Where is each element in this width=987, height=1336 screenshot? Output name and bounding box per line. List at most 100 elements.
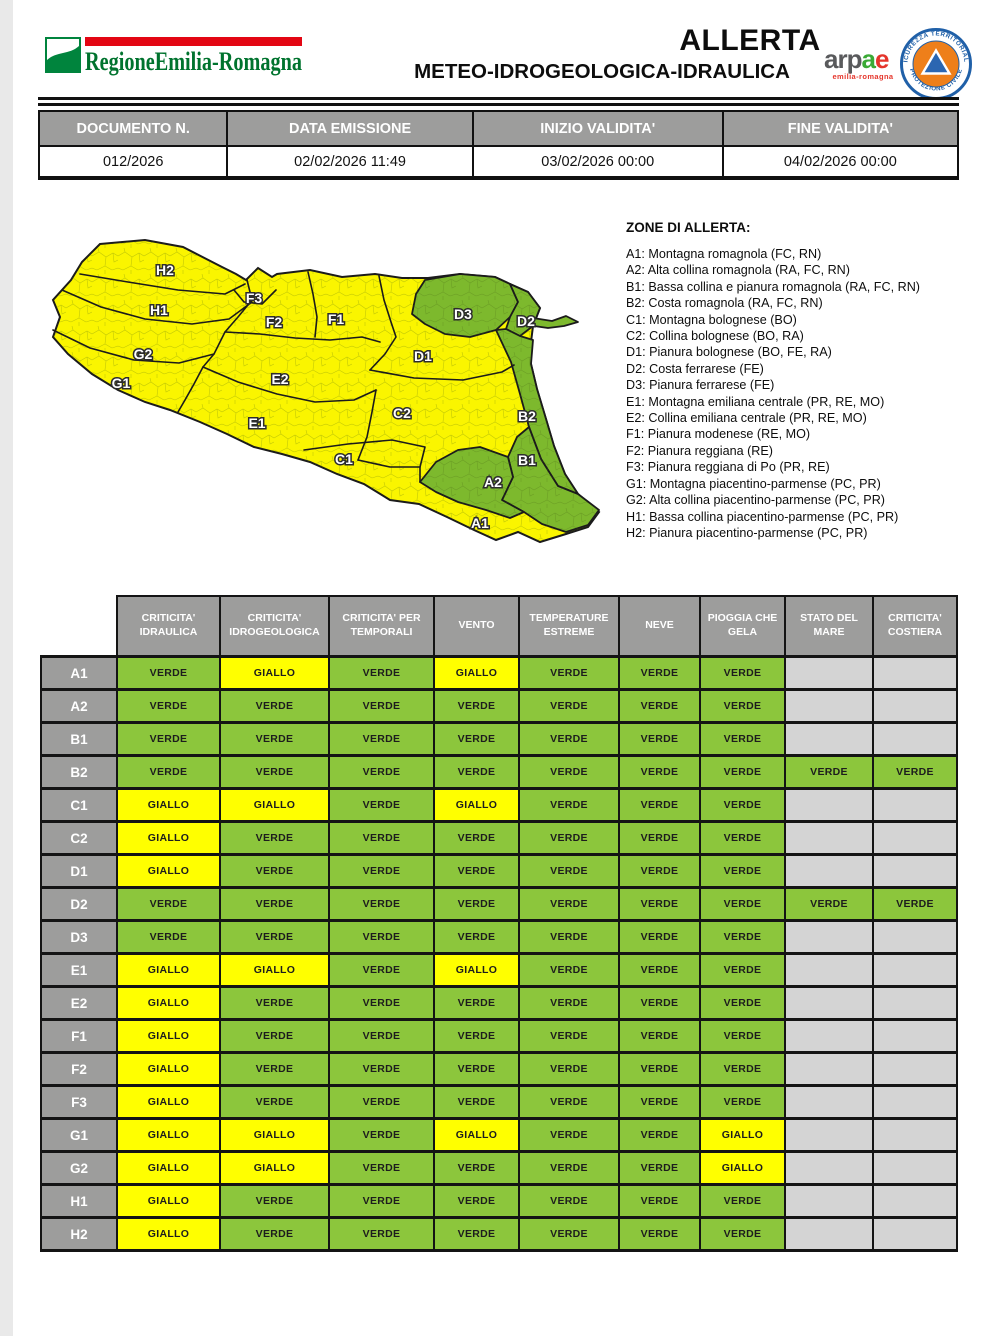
alert-levels-table: CRITICITA' IDRAULICA CRITICITA' IDROGEOLO… (40, 595, 958, 1252)
alert-cell: VERDE (618, 985, 701, 1021)
map-zone-label-B2: B2 (518, 408, 536, 424)
alert-cell: VERDE (699, 1183, 786, 1219)
alert-cell: GIALLO (116, 1216, 221, 1252)
alert-cell (784, 688, 874, 724)
map-zone-label-F2: F2 (266, 314, 283, 330)
alert-cell: VERDE (116, 688, 221, 724)
alert-cell: VERDE (328, 787, 435, 823)
doc-value-inizio: 03/02/2026 00:00 (471, 145, 724, 178)
alert-cell (784, 1018, 874, 1054)
zone-row-label: A2 (40, 688, 118, 724)
alert-cell: VERDE (518, 1051, 620, 1087)
region-logo-redbar (85, 37, 302, 46)
alert-cell (784, 952, 874, 988)
map-zone-label-D2: D2 (517, 313, 535, 329)
zone-row-label: G2 (40, 1150, 118, 1186)
alert-cell: VERDE (219, 886, 330, 922)
alert-cell (784, 853, 874, 889)
alert-cell: VERDE (433, 1084, 520, 1120)
column-header: TEMPERATURE ESTREME (518, 595, 620, 658)
zone-row-label: F2 (40, 1051, 118, 1087)
alert-cell: VERDE (518, 919, 620, 955)
alert-cell: GIALLO (699, 1150, 786, 1186)
alert-cell: VERDE (219, 1216, 330, 1252)
legend-item: A1: Montagna romagnola (FC, RN) (626, 247, 822, 261)
alert-cell: VERDE (433, 688, 520, 724)
table-row: F3 GIALLO VERDE VERDE VERDE VERDE VERDE VERDE (40, 1084, 958, 1120)
map-zone-boundaries (52, 271, 515, 483)
alert-cell: VERDE (699, 688, 786, 724)
table-row: G2 GIALLO GIALLO VERDE VERDE VERDE VERDE GIALLO (40, 1150, 958, 1186)
alert-cell (872, 985, 958, 1021)
alert-cell (872, 655, 958, 691)
alert-cell: VERDE (328, 952, 435, 988)
legend-item: H2: Pianura piacentino-parmense (PC, PR) (626, 525, 868, 540)
document-info-table: DOCUMENTO N. DATA EMISSIONE INIZIO VALID… (37, 110, 960, 178)
alert-cell (872, 820, 958, 856)
alert-cell (872, 688, 958, 724)
zone-legend-list: A1: Montagna romagnola (FC, RN) A2: Alta … (626, 246, 978, 541)
map-zone-label-E2: E2 (271, 371, 288, 387)
zone-row-label: E2 (40, 985, 118, 1021)
zone-row-label: F1 (40, 1018, 118, 1054)
alert-cell (784, 1216, 874, 1252)
alert-cell: VERDE (328, 721, 435, 757)
doc-value-emissione: 02/02/2026 11:49 (226, 145, 474, 178)
alert-cell: VERDE (518, 952, 620, 988)
column-header: STATO DEL MARE (784, 595, 874, 658)
alert-cell: GIALLO (116, 1051, 221, 1087)
alert-cell: VERDE (618, 1117, 701, 1153)
legend-item: D1: Pianura bolognese (BO, FE, RA) (626, 345, 832, 360)
legend-item: C2: Collina bolognese (BO, RA) (626, 329, 804, 344)
arpae-letter-red: e (874, 44, 890, 74)
alert-cell (784, 820, 874, 856)
alert-cell: GIALLO (219, 1150, 330, 1186)
legend-item: E1: Montagna emiliana centrale (PR, RE, … (626, 394, 885, 409)
alert-cell: GIALLO (433, 787, 520, 823)
alert-cell: VERDE (618, 754, 701, 790)
map-zone-label-C1: C1 (335, 451, 353, 467)
legend-item: E2: Collina emiliana centrale (PR, RE, M… (626, 411, 867, 426)
alert-cell: VERDE (433, 721, 520, 757)
zone-row-label: D3 (40, 919, 118, 955)
map-po-spit (532, 315, 579, 329)
alert-cell: VERDE (328, 688, 435, 724)
map-zone-label-A1: A1 (471, 515, 489, 531)
table-row: A2 VERDE VERDE VERDE VERDE VERDE VERDE VERDE (40, 688, 958, 724)
zone-row-label: H2 (40, 1216, 118, 1252)
alert-cell: GIALLO (219, 787, 330, 823)
alert-cell: GIALLO (219, 952, 330, 988)
alert-cell: VERDE (618, 886, 701, 922)
alert-cell: VERDE (433, 754, 520, 790)
alert-cell: VERDE (518, 1150, 620, 1186)
zone-row-label: E1 (40, 952, 118, 988)
alert-cell: VERDE (433, 820, 520, 856)
zone-row-label: D1 (40, 853, 118, 889)
alert-cell: VERDE (618, 1150, 701, 1186)
alert-cell: VERDE (699, 787, 786, 823)
zone-row-label: A1 (40, 655, 118, 691)
horizontal-rule-2 (38, 103, 959, 106)
table-row: G1 GIALLO GIALLO VERDE GIALLO VERDE VERDE GIALL… (40, 1117, 958, 1153)
arpae-subtitle: emilia-romagna (832, 72, 894, 81)
alert-cell: VERDE (116, 886, 221, 922)
alert-cell: GIALLO (116, 1150, 221, 1186)
map-labels: H2 F3 H1 F2 F1 D3 D2 G2 D1 G1 E2 C2 B2 E1 C1 B1 A2 A1 (110, 261, 538, 533)
map-zone-label-G1: G1 (112, 375, 131, 391)
alert-table-corner (41, 596, 117, 657)
alert-cell: VERDE (518, 1216, 620, 1252)
alert-cell: GIALLO (116, 1018, 221, 1054)
alert-cell (872, 1117, 958, 1153)
alert-cell: VERDE (219, 1018, 330, 1054)
alert-cell: VERDE (116, 754, 221, 790)
alert-cell: VERDE (618, 919, 701, 955)
column-header: CRITICITA' IDRAULICA (116, 595, 221, 658)
alert-cell: VERDE (872, 886, 958, 922)
table-row: F2 GIALLO VERDE VERDE VERDE VERDE VERDE VERDE (40, 1051, 958, 1087)
alert-cell: VERDE (433, 1183, 520, 1219)
zone-row-label: B1 (40, 721, 118, 757)
alert-cell: VERDE (219, 754, 330, 790)
alert-cell (872, 1051, 958, 1087)
alert-cell (872, 1216, 958, 1252)
